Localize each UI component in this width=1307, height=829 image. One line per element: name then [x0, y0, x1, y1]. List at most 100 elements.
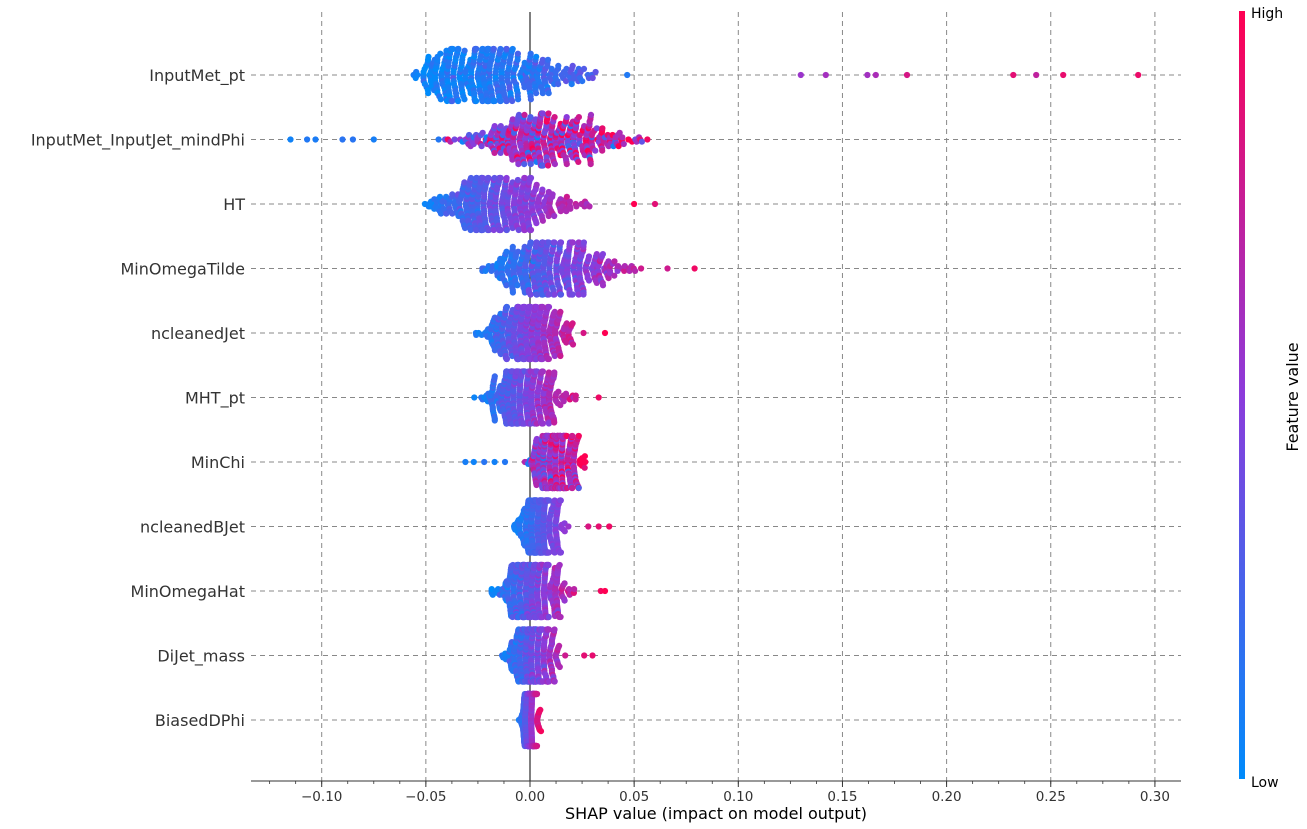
shap-point: [567, 205, 574, 212]
shap-point: [557, 291, 565, 298]
shap-point: [551, 352, 558, 360]
shap-point: [437, 50, 444, 57]
shap-point: [533, 481, 540, 489]
shap-point: [533, 220, 540, 227]
shap-point: [449, 191, 456, 198]
shap-point: [872, 71, 879, 79]
x-tick-label: 0.00: [515, 789, 545, 805]
shap-point: [545, 303, 553, 311]
shap-point: [509, 243, 516, 250]
shap-point: [312, 136, 319, 143]
feature-label: MinOmegaTilde: [120, 260, 245, 279]
colorbar-high-label: High: [1251, 6, 1283, 22]
shap-point: [551, 291, 558, 298]
shap-point: [581, 453, 589, 460]
shap-point: [509, 45, 516, 53]
shap-point: [551, 308, 558, 315]
feature-points: [410, 45, 1142, 105]
shap-point: [527, 291, 534, 298]
shap-point: [527, 114, 534, 121]
shap-point: [503, 97, 510, 105]
shap-point: [569, 239, 576, 246]
shap-point: [611, 272, 618, 279]
shap-point: [587, 111, 595, 118]
shap-point: [579, 78, 586, 85]
shap-point: [580, 239, 588, 246]
shap-point: [497, 97, 504, 105]
x-axis-title: SHAP value (impact on model output): [565, 804, 867, 823]
shap-point: [551, 419, 558, 426]
shap-point: [619, 134, 626, 141]
shap-point: [449, 45, 456, 53]
shap-points: [287, 45, 1142, 750]
feature-label: InputMet_pt: [149, 66, 245, 86]
shap-point: [615, 143, 622, 150]
shap-point: [425, 90, 432, 97]
shap-point: [565, 523, 572, 530]
x-tick-label: −0.05: [405, 789, 446, 805]
shap-point: [339, 136, 346, 143]
shap-point: [545, 239, 552, 246]
shap-point: [491, 417, 498, 424]
feature-points: [499, 626, 596, 685]
shap-point: [563, 114, 570, 121]
shap-point: [539, 90, 546, 97]
shap-point: [455, 97, 462, 105]
shap-point: [478, 143, 485, 150]
shap-point: [582, 458, 589, 466]
shap-point: [539, 162, 547, 169]
colorbar: High Low Feature value: [1239, 6, 1302, 791]
shap-point: [585, 253, 593, 260]
shap-point: [545, 90, 552, 97]
shap-point: [595, 523, 602, 530]
shap-point: [437, 96, 444, 103]
shap-point: [473, 97, 480, 105]
shap-point: [651, 200, 659, 208]
shap-point: [549, 191, 556, 198]
shap-point: [1135, 71, 1142, 79]
shap-point: [481, 458, 488, 466]
shap-point: [449, 97, 456, 105]
shap-point: [592, 68, 599, 76]
shap-point: [556, 663, 563, 671]
shap-point: [515, 161, 522, 168]
shap-point: [539, 186, 546, 193]
shap-point: [575, 432, 582, 440]
shap-point: [580, 291, 587, 298]
shap-point: [551, 626, 558, 633]
shap-point: [491, 458, 498, 466]
shap-point: [545, 613, 552, 621]
shap-point: [631, 200, 638, 208]
shap-point: [556, 642, 563, 650]
shap-point: [503, 303, 510, 311]
shap-point: [521, 161, 528, 168]
shap-point: [527, 50, 534, 57]
shap-point: [503, 282, 510, 289]
shap-point: [304, 136, 311, 143]
vertical-gridlines: [321, 12, 1156, 781]
x-tick-label: −0.10: [301, 789, 342, 805]
shap-point: [563, 320, 570, 327]
shap-point: [461, 179, 468, 186]
shap-point: [509, 156, 516, 163]
shap-point: [556, 561, 563, 569]
shap-point: [624, 71, 631, 79]
shap-point: [503, 248, 510, 255]
shap-point: [533, 90, 540, 97]
feature-label: MHT_pt: [185, 389, 245, 409]
shap-point: [545, 420, 553, 427]
shap-point: [539, 217, 547, 224]
shap-point: [575, 158, 582, 165]
shap-point: [461, 96, 468, 103]
shap-point: [557, 239, 565, 246]
x-axis: −0.10 −0.05 0.00 0.05 0.10 0.15 0.20 0.25 0.30: [251, 780, 1181, 805]
shap-point: [592, 147, 599, 154]
shap-point: [471, 394, 478, 401]
shap-point: [557, 613, 564, 621]
shap-point: [572, 392, 579, 399]
shap-point: [557, 308, 564, 315]
shap-point: [563, 78, 570, 85]
feature-label: MinChi: [191, 453, 245, 472]
shap-point: [491, 123, 498, 130]
shap-point: [521, 84, 528, 91]
